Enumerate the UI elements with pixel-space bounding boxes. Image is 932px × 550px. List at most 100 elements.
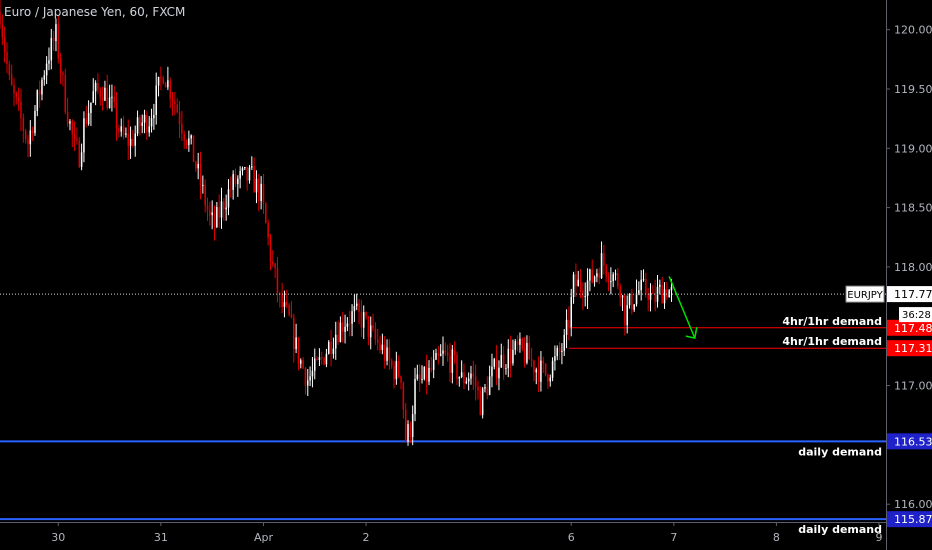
- candle-body: [526, 342, 528, 363]
- candle-body: [423, 366, 426, 380]
- candle-body: [458, 376, 461, 379]
- last-price-badge: [887, 286, 932, 303]
- candle-body: [127, 133, 130, 146]
- candle-body: [367, 316, 370, 338]
- candle-body: [320, 357, 323, 359]
- candle-body: [134, 133, 136, 146]
- candle-body: [484, 387, 486, 389]
- candle-body: [237, 178, 239, 185]
- level-price-value: 115.874: [894, 513, 932, 526]
- candle-body: [467, 378, 470, 382]
- candle-body: [239, 171, 241, 179]
- last-price-value: 117.771: [894, 288, 932, 301]
- candle-body: [325, 353, 328, 365]
- candle-body: [190, 135, 192, 139]
- candle-body: [265, 203, 267, 223]
- candle-body: [22, 118, 25, 131]
- candle-body: [288, 305, 290, 315]
- candle-body: [71, 121, 74, 135]
- candle-body: [106, 87, 109, 109]
- candle-body: [635, 293, 638, 305]
- candle-body: [267, 222, 269, 238]
- price-tick-label: 119.000: [894, 142, 932, 155]
- candle-body: [600, 253, 603, 279]
- candle-body: [101, 97, 104, 101]
- candle-body: [409, 424, 412, 437]
- candle-body: [115, 102, 118, 129]
- time-axis[interactable]: 30 31 Apr 2 6 7 8 9: [0, 522, 886, 544]
- candle-body: [647, 293, 649, 300]
- candle-body: [38, 90, 41, 95]
- candle-body: [251, 166, 253, 168]
- candle-body: [246, 166, 248, 181]
- candle-body: [661, 284, 663, 304]
- candle-body: [311, 370, 314, 377]
- candle-body: [372, 325, 374, 329]
- candle-body: [41, 79, 43, 95]
- candle-body: [642, 279, 645, 281]
- candle-body: [213, 212, 216, 228]
- candle-body: [523, 348, 526, 363]
- candle-body: [512, 349, 514, 364]
- candle-body: [521, 338, 524, 349]
- candle-body: [20, 101, 22, 119]
- candle-body: [610, 281, 612, 283]
- candle-body: [111, 96, 113, 98]
- candle-body: [390, 360, 393, 366]
- candle-body: [598, 273, 600, 279]
- candle-body: [244, 166, 246, 169]
- candle-body: [516, 341, 519, 345]
- price-axis[interactable]: 120.000 119.500 119.000 118.500 118.000 117.0…: [886, 0, 932, 550]
- candle-body: [537, 369, 540, 382]
- level-lines: [0, 327, 886, 521]
- candle-body: [125, 133, 127, 135]
- candle-body: [568, 319, 570, 328]
- candle-body: [495, 358, 498, 379]
- candle-body: [148, 126, 150, 133]
- candle-body: [346, 323, 349, 327]
- candle-body: [449, 355, 451, 373]
- candle-body: [493, 358, 496, 367]
- candle-body: [460, 372, 463, 377]
- candle-body: [519, 338, 521, 345]
- candle-body: [535, 369, 538, 373]
- candle-body: [439, 353, 442, 356]
- level-price-badge: [887, 433, 932, 450]
- candle-body: [253, 166, 255, 193]
- level-label: daily demand: [798, 523, 882, 536]
- candle-body: [586, 280, 589, 296]
- candle-body: [509, 348, 512, 364]
- candle-body: [491, 366, 493, 377]
- candle-body: [563, 334, 566, 351]
- candle-body: [293, 317, 295, 350]
- candle-body: [451, 349, 454, 373]
- candle-body: [132, 138, 134, 146]
- level-price-value: 117.487: [894, 322, 932, 335]
- time-tick-label: 6: [568, 531, 575, 544]
- candle-body: [146, 114, 148, 133]
- candle-body: [309, 376, 311, 381]
- candle-body: [505, 368, 507, 370]
- candle-body: [374, 328, 377, 340]
- candle-body: [645, 279, 647, 294]
- candle-body: [181, 124, 183, 134]
- candle-body: [24, 130, 27, 140]
- candle-body: [48, 60, 50, 64]
- price-tick-label: 116.000: [894, 498, 932, 511]
- candle-body: [183, 133, 185, 141]
- candle-body: [339, 322, 342, 342]
- candle-body: [276, 268, 279, 294]
- candle-body: [456, 354, 458, 379]
- candle-body: [141, 122, 143, 126]
- level-label: 4hr/1hr demand: [782, 315, 882, 328]
- candle-body: [654, 293, 656, 302]
- candle-body: [174, 101, 176, 105]
- candle-body: [344, 326, 346, 332]
- candle-body: [624, 295, 626, 326]
- candle-body: [327, 341, 330, 354]
- candle-body: [381, 344, 384, 351]
- candle-body: [470, 373, 472, 379]
- candle-body: [55, 24, 57, 42]
- candle-body: [442, 350, 444, 354]
- candle-body: [589, 269, 591, 281]
